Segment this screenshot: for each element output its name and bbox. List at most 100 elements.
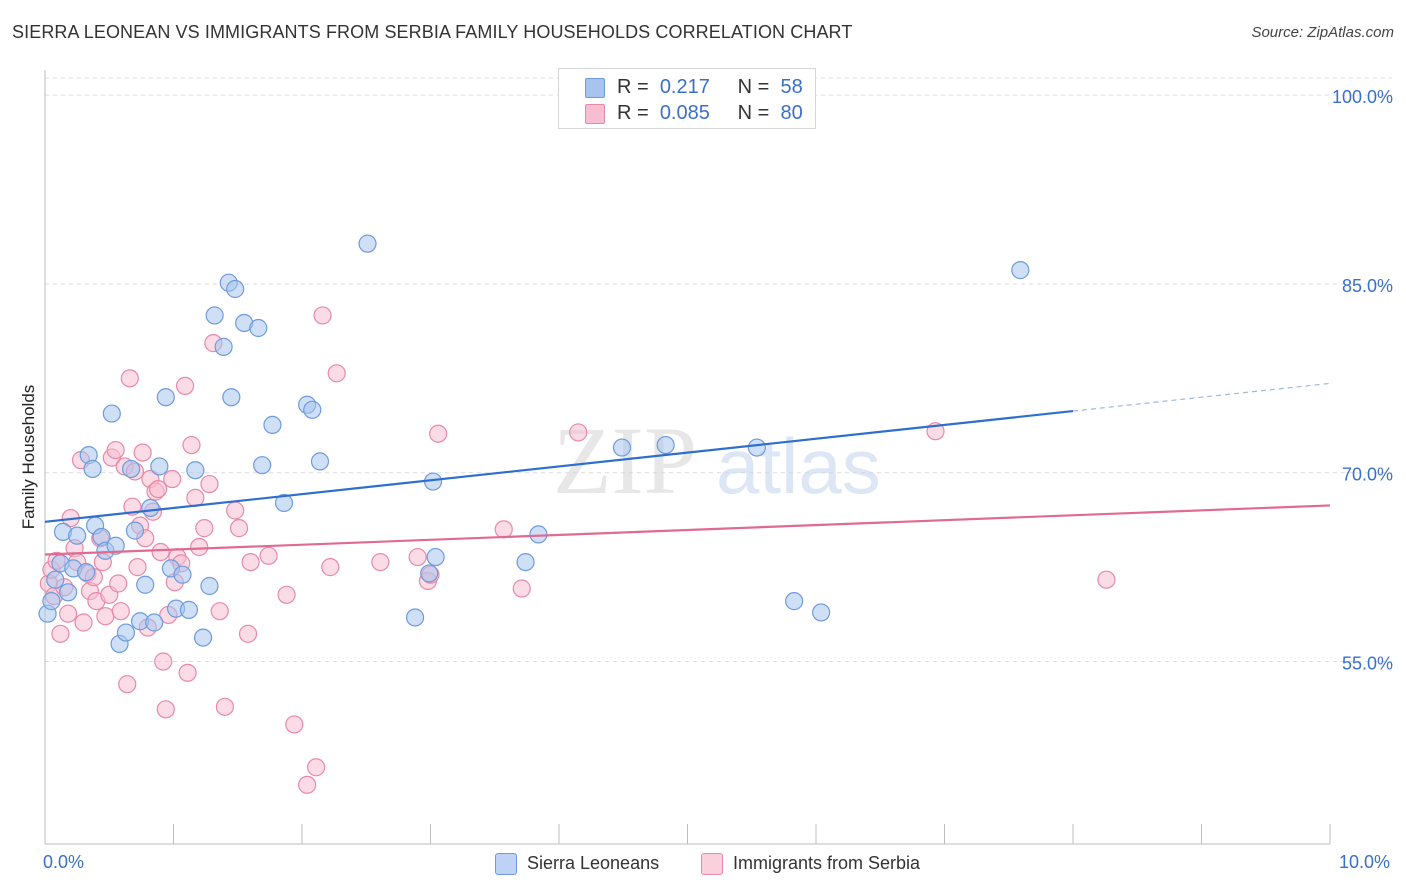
watermark: ZIP atlas [553, 407, 881, 514]
point-sierra-leoneans-48 [420, 564, 439, 583]
point-sierra-leoneans-47 [405, 608, 425, 627]
n-value: 58 [780, 76, 803, 98]
point-serbia-21 [106, 440, 125, 460]
point-serbia-42 [163, 469, 182, 489]
point-serbia-57 [229, 519, 249, 538]
point-serbia-11 [74, 613, 93, 632]
point-serbia-4 [51, 624, 70, 643]
y-tick-label-0: 55.0% [1342, 654, 1393, 674]
point-sierra-leoneans-36 [222, 388, 241, 407]
point-sierra-leoneans-51 [516, 552, 535, 572]
point-serbia-25 [118, 675, 137, 694]
point-sierra-leoneans-57 [812, 603, 831, 622]
point-sierra-leoneans-18 [121, 459, 141, 479]
point-sierra-leoneans-49 [426, 547, 445, 567]
point-serbia-50 [190, 537, 209, 557]
point-sierra-leoneans-34 [214, 337, 233, 356]
point-serbia-75 [569, 423, 588, 442]
point-sierra-leoneans-2 [46, 570, 65, 589]
point-serbia-69 [408, 547, 427, 567]
point-serbia-68 [371, 552, 390, 572]
watermark-atlas: atlas [716, 422, 881, 510]
n-value: 80 [780, 102, 803, 124]
point-serbia-62 [285, 715, 304, 734]
point-sierra-leoneans-46 [358, 234, 377, 253]
point-serbia-46 [175, 376, 195, 395]
point-serbia-59 [241, 552, 260, 572]
point-sierra-leoneans-53 [612, 438, 632, 457]
point-serbia-6 [59, 604, 78, 623]
point-serbia-31 [133, 443, 152, 462]
point-serbia-67 [327, 364, 346, 383]
x-tick-label-max: 10.0% [1339, 852, 1391, 872]
point-sierra-leoneans-32 [200, 576, 219, 596]
point-sierra-leoneans-56 [785, 592, 804, 611]
point-serbia-40 [156, 700, 175, 719]
trend-layer [44, 382, 1331, 556]
point-serbia-49 [186, 488, 205, 508]
point-sierra-leoneans-41 [263, 415, 282, 435]
stats-legend: R = 0.217 N = 58 R = 0.085 N = 80 [558, 68, 816, 129]
point-serbia-55 [215, 697, 234, 716]
point-serbia-47 [178, 663, 197, 682]
point-sierra-leoneans-33 [205, 306, 224, 325]
point-sierra-leoneans-44 [303, 400, 322, 419]
point-serbia-63 [298, 775, 317, 794]
point-serbia-48 [182, 435, 201, 455]
point-sierra-leoneans-19 [125, 521, 145, 540]
point-serbia-61 [277, 585, 296, 604]
swatch-serbia [585, 104, 605, 124]
point-serbia-65 [313, 306, 332, 325]
point-serbia-23 [111, 602, 130, 621]
point-sierra-leoneans-39 [249, 318, 268, 338]
point-serbia-77 [1097, 570, 1116, 589]
point-sierra-leoneans-17 [116, 623, 136, 642]
point-serbia-51 [195, 519, 214, 538]
point-serbia-22 [109, 574, 128, 593]
point-serbia-52 [200, 474, 219, 494]
r-label: R = [617, 76, 649, 98]
legend-swatch-sierra-leoneans [495, 853, 517, 875]
point-serbia-60 [259, 546, 278, 565]
axis-layer [44, 70, 1331, 845]
point-sierra-leoneans-54 [656, 435, 675, 455]
point-serbia-39 [154, 652, 173, 671]
point-sierra-leoneans-45 [310, 452, 330, 471]
points-layer [38, 234, 1116, 794]
point-sierra-leoneans-7 [68, 526, 87, 545]
r-value: 0.085 [659, 102, 710, 124]
r-value: 0.217 [659, 76, 710, 98]
grid-layer [45, 77, 1392, 663]
n-label: N = [737, 76, 770, 98]
point-sierra-leoneans-31 [193, 628, 213, 647]
y-tick-label-1: 70.0% [1342, 465, 1393, 485]
point-serbia-64 [307, 758, 326, 777]
n-label: N = [737, 102, 770, 124]
swatch-sierra-leoneans [585, 78, 605, 98]
chart-title: SIERRA LEONEAN VS IMMIGRANTS FROM SERBIA… [12, 22, 853, 42]
point-sierra-leoneans-28 [173, 565, 192, 584]
point-sierra-leoneans-14 [102, 404, 121, 423]
point-serbia-29 [128, 558, 147, 577]
point-sierra-leoneans-30 [186, 461, 205, 480]
legend-swatch-serbia [701, 853, 723, 875]
point-serbia-18 [96, 607, 115, 626]
point-serbia-66 [321, 558, 340, 577]
x-tick-label-min: 0.0% [43, 852, 85, 872]
point-sierra-leoneans-23 [145, 613, 164, 632]
point-serbia-72 [429, 424, 448, 443]
point-sierra-leoneans-5 [59, 583, 78, 602]
series-legend: Sierra Leoneans Immigrants from Serbia [0, 851, 1406, 877]
point-sierra-leoneans-1 [42, 592, 61, 611]
point-sierra-leoneans-42 [274, 493, 294, 513]
trendline-sierra-leoneans [44, 409, 1074, 523]
watermark-zip: ZIP [553, 407, 697, 514]
point-sierra-leoneans-8 [77, 563, 96, 582]
y-tick-labels: 55.0% 70.0% 85.0% 100.0% [1332, 87, 1393, 673]
point-serbia-54 [210, 602, 229, 621]
point-sierra-leoneans-40 [253, 456, 272, 475]
point-serbia-58 [238, 624, 258, 643]
point-sierra-leoneans-55 [747, 438, 766, 457]
y-tick-label-2: 85.0% [1342, 276, 1393, 296]
